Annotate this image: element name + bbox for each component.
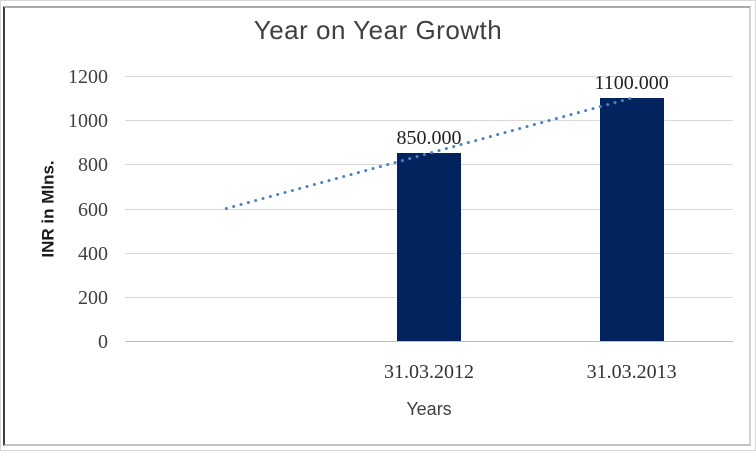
y-tick-label-1200: 1200 (68, 66, 108, 88)
x-axis-title: Years (406, 399, 452, 419)
plot-area: 850.000 1100.000 (125, 72, 733, 342)
y-tick-label-400: 400 (78, 242, 108, 265)
chart-title: Year on Year Growth (253, 15, 503, 45)
data-label-31.03.2013: 1100.000 (594, 72, 669, 95)
x-tick-label-31.03.2013: 31.03.2013 (586, 361, 677, 383)
y-tick-label-200: 200 (78, 286, 108, 309)
y-tick-label-600: 600 (78, 198, 108, 221)
data-label-31.03.2012: 850.000 (396, 127, 462, 150)
bar-31.03.2013 (599, 98, 664, 341)
y-tick-label-800: 800 (78, 154, 108, 177)
trendline (224, 96, 634, 210)
gridline-1200 (125, 76, 733, 77)
x-tick-label-31.03.2012: 31.03.2012 (384, 361, 474, 383)
y-tick-label-1000: 1000 (68, 110, 108, 133)
gridline-1000 (125, 120, 733, 122)
y-tick-label-0: 0 (98, 331, 108, 353)
bar-31.03.2012 (397, 153, 461, 341)
